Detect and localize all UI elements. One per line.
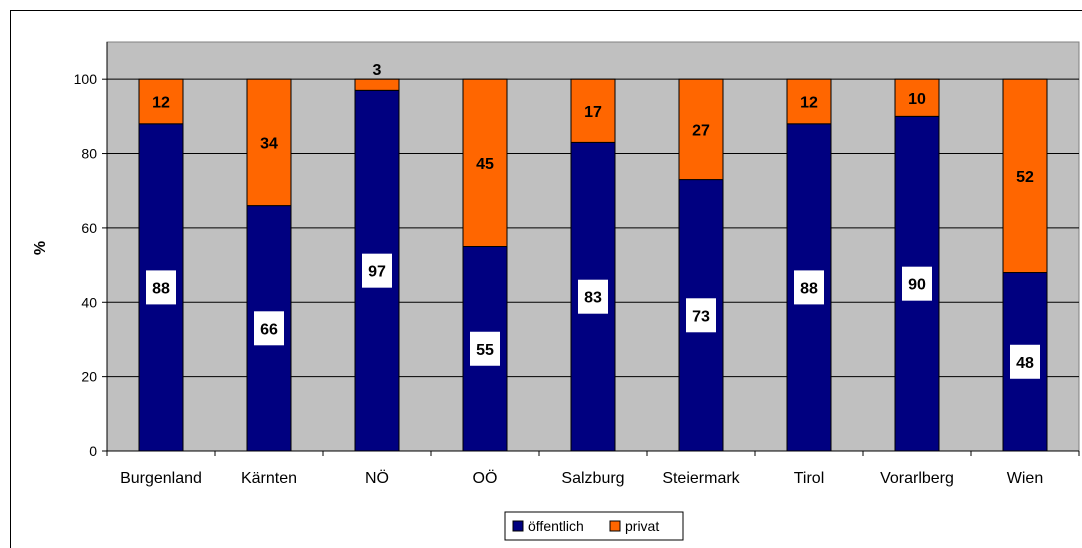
data-label-box: [1010, 344, 1040, 379]
y-tick-label: 20: [81, 369, 97, 385]
y-tick-label: 0: [89, 443, 97, 459]
data-label-box: [470, 331, 500, 366]
data-label-box: [362, 253, 392, 288]
bar-privat: [570, 78, 616, 143]
data-label-oeffentlich: 55: [476, 342, 494, 359]
data-label-box: [686, 298, 716, 333]
data-label-box: [146, 270, 176, 305]
data-label-oeffentlich: 97: [368, 264, 386, 281]
data-labels: 88 12 66 34 97 3 55 45 83 17 73 27 88 12 90 10 48 52: [146, 62, 1040, 379]
x-tick-label: NÖ: [365, 469, 389, 487]
bar-privat: [246, 78, 292, 207]
data-label-privat: 34: [260, 135, 278, 152]
bar-privat: [138, 78, 184, 125]
bar-privat: [1002, 78, 1048, 274]
data-label-oeffentlich: 88: [152, 280, 170, 297]
x-tick-label: Burgenland: [120, 470, 202, 487]
data-label-box: [254, 311, 284, 346]
data-label-oeffentlich: 88: [800, 280, 818, 297]
x-tick-label: Wien: [1007, 470, 1043, 487]
data-label-privat: 17: [584, 104, 602, 121]
data-label-privat: 3: [373, 62, 382, 79]
data-label-box: [794, 270, 824, 305]
bar-privat: [354, 78, 400, 91]
data-label-box: [578, 279, 608, 314]
data-label-oeffentlich: 90: [908, 277, 926, 294]
x-tick-label: Kärnten: [241, 470, 297, 487]
y-tick-label: 60: [81, 220, 97, 236]
data-label-privat: 12: [152, 94, 170, 111]
data-label-privat: 10: [908, 91, 926, 108]
x-tick-label: Steiermark: [662, 470, 740, 487]
data-label-oeffentlich: 48: [1016, 355, 1034, 372]
legend-box: [504, 511, 684, 541]
legend-label: öffentlich: [528, 518, 584, 534]
data-label-oeffentlich: 83: [584, 290, 602, 307]
data-label-privat: 27: [692, 122, 710, 139]
y-tick-label: 40: [81, 294, 97, 310]
data-label-box: [902, 266, 932, 301]
y-tick-label: 100: [74, 71, 98, 87]
y-tick-label: 80: [81, 146, 97, 162]
x-tick-label: Salzburg: [561, 470, 624, 487]
legend-swatch: [512, 520, 524, 532]
data-label-privat: 45: [476, 156, 494, 173]
data-label-privat: 52: [1016, 169, 1034, 186]
legend-swatch: [609, 520, 621, 532]
x-tick-label: Vorarlberg: [880, 470, 954, 487]
y-axis-label: %: [32, 241, 49, 255]
legend: öffentlich privat: [504, 511, 684, 541]
data-label-oeffentlich: 66: [260, 321, 278, 338]
data-label-oeffentlich: 73: [692, 308, 710, 325]
legend-label: privat: [625, 518, 659, 534]
bar-privat: [786, 78, 832, 125]
bar-privat: [678, 78, 724, 181]
data-label-privat: 12: [800, 94, 818, 111]
x-tick-label: Tirol: [794, 470, 825, 487]
x-tick-label: OÖ: [473, 469, 498, 487]
bar-privat: [894, 78, 940, 117]
bar-privat: [462, 78, 508, 247]
